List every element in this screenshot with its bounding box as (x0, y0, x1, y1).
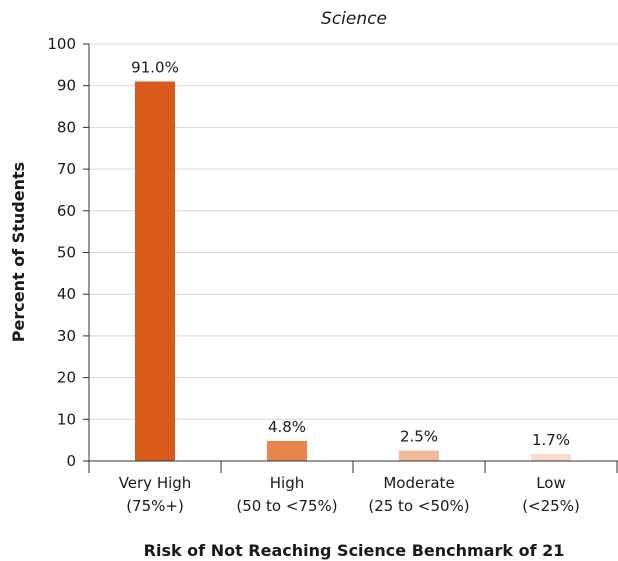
data-label: 91.0% (131, 59, 179, 77)
y-tick-label: 0 (66, 452, 76, 470)
data-label: 1.7% (532, 431, 570, 449)
bar (399, 450, 439, 461)
data-label: 2.5% (400, 428, 438, 446)
bar (135, 81, 175, 461)
y-axis-ticks: 0 10 20 30 40 50 60 70 80 90 100 (47, 35, 76, 470)
category-label: Low (536, 474, 566, 492)
y-tick-label: 70 (57, 160, 76, 178)
category-sublabel: (25 to <50%) (368, 497, 469, 515)
data-labels: 91.0% 4.8% 2.5% 1.7% (131, 59, 570, 449)
data-label: 4.8% (268, 418, 306, 436)
y-tick-label: 90 (57, 77, 76, 95)
x-axis-title: Risk of Not Reaching Science Benchmark o… (144, 541, 565, 560)
chart-title: Science (321, 9, 387, 29)
bar (531, 453, 571, 461)
category-label: High (270, 474, 304, 492)
gridlines (89, 43, 618, 420)
y-tick-label: 60 (57, 202, 76, 220)
y-tick-label: 40 (57, 285, 76, 303)
category-sublabel: (75%+) (126, 497, 184, 515)
category-sublabel: (<25%) (522, 497, 580, 515)
y-axis-title: Percent of Students (9, 162, 28, 342)
y-tick-label: 100 (47, 35, 76, 53)
axes (83, 43, 618, 473)
bars (135, 81, 571, 461)
y-tick-label: 50 (57, 244, 76, 262)
y-tick-label: 10 (57, 410, 76, 428)
y-tick-label: 20 (57, 369, 76, 387)
y-tick-label: 80 (57, 118, 76, 136)
category-sublabel: (50 to <75%) (236, 497, 337, 515)
x-axis-categories: Very High (75%+) High (50 to <75%) Moderate (… (119, 474, 580, 515)
y-tick-label: 30 (57, 327, 76, 345)
bar (267, 440, 307, 461)
category-label: Very High (119, 474, 192, 492)
category-label: Moderate (383, 474, 454, 492)
